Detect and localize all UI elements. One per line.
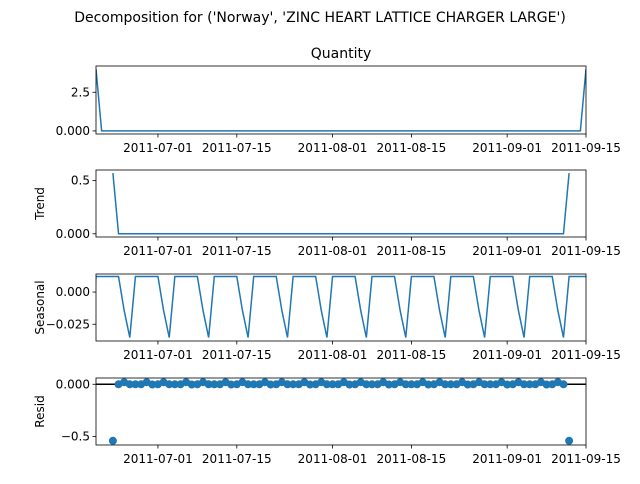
resid-point bbox=[210, 380, 219, 389]
resid-point bbox=[227, 380, 236, 389]
seasonal-series-line bbox=[96, 275, 586, 338]
y-tick-label: −0.5 bbox=[61, 430, 90, 444]
y-tick-label: 0.000 bbox=[56, 285, 90, 299]
x-tick-label: 2011-07-15 bbox=[202, 348, 272, 362]
plot-area-resid bbox=[96, 378, 586, 445]
y-axis-label: Seasonal bbox=[33, 280, 47, 334]
x-tick-label: 2011-09-15 bbox=[551, 452, 621, 466]
x-tick-label: 2011-08-15 bbox=[377, 244, 447, 258]
resid-point bbox=[424, 380, 433, 389]
resid-point bbox=[283, 380, 292, 389]
x-tick-label: 2011-09-15 bbox=[551, 244, 621, 258]
y-tick-label: 0.5 bbox=[71, 174, 90, 188]
resid-point bbox=[148, 380, 157, 389]
x-tick-label: 2011-09-15 bbox=[551, 141, 621, 155]
x-tick-label: 2011-08-15 bbox=[377, 141, 447, 155]
resid-point bbox=[322, 380, 331, 389]
resid-point bbox=[266, 380, 275, 389]
x-tick-label: 2011-07-01 bbox=[123, 141, 193, 155]
resid-point bbox=[187, 380, 196, 389]
resid-point bbox=[345, 380, 354, 389]
plot-area-observed bbox=[96, 69, 586, 132]
y-tick-label: 0.000 bbox=[56, 377, 90, 391]
resid-point bbox=[463, 380, 472, 389]
axes-frame-seasonal bbox=[95, 273, 587, 342]
resid-point bbox=[407, 380, 416, 389]
x-tick-label: 2011-07-15 bbox=[202, 244, 272, 258]
resid-point bbox=[289, 380, 298, 389]
resid-point bbox=[108, 436, 117, 445]
plot-area-seasonal bbox=[96, 275, 586, 338]
observed-series-line bbox=[96, 69, 586, 132]
resid-point bbox=[565, 436, 574, 445]
resid-point bbox=[367, 380, 376, 389]
resid-point bbox=[486, 380, 495, 389]
x-tick-label: 2011-07-15 bbox=[202, 141, 272, 155]
resid-point bbox=[125, 380, 134, 389]
resid-point bbox=[249, 380, 258, 389]
plot-area-trend bbox=[112, 173, 570, 235]
x-tick-label: 2011-07-01 bbox=[123, 244, 193, 258]
x-tick-label: 2011-09-01 bbox=[472, 141, 542, 155]
x-tick-label: 2011-07-01 bbox=[123, 348, 193, 362]
axes-frame-resid bbox=[95, 377, 587, 446]
y-tick-label: 0.000 bbox=[56, 124, 90, 138]
resid-point bbox=[542, 380, 551, 389]
panel-trend: 0.000 0.5 2011-07-01 2011-07-15 2011-08-01 20… bbox=[33, 169, 621, 258]
resid-point bbox=[520, 380, 529, 389]
x-tick-label: 2011-09-01 bbox=[472, 452, 542, 466]
x-tick-label: 2011-08-01 bbox=[298, 348, 368, 362]
resid-point bbox=[401, 380, 410, 389]
y-tick-label: 2.5 bbox=[71, 85, 90, 99]
axes-frame-observed bbox=[95, 65, 587, 135]
resid-point bbox=[204, 380, 213, 389]
x-tick-label: 2011-07-15 bbox=[202, 452, 272, 466]
trend-series-line bbox=[112, 173, 570, 235]
resid-point bbox=[170, 380, 179, 389]
panel-observed: 0.000 2.5 2011-07-01 2011-07-15 2011-08-01 20… bbox=[56, 46, 621, 155]
x-tick-label: 2011-09-15 bbox=[551, 348, 621, 362]
y-tick-label: 0.000 bbox=[56, 227, 90, 241]
resid-point bbox=[559, 380, 568, 389]
x-tick-label: 2011-08-01 bbox=[298, 141, 368, 155]
resid-point bbox=[306, 380, 315, 389]
y-axis-label: Trend bbox=[33, 187, 47, 221]
resid-point bbox=[328, 380, 337, 389]
resid-point bbox=[525, 380, 534, 389]
resid-point bbox=[503, 380, 512, 389]
resid-point bbox=[131, 380, 140, 389]
x-tick-label: 2011-07-01 bbox=[123, 452, 193, 466]
panel-resid: 0.000 −0.5 2011-07-01 2011-07-15 2011-08-01 2… bbox=[33, 377, 621, 466]
x-tick-label: 2011-09-01 bbox=[472, 244, 542, 258]
resid-point bbox=[446, 380, 455, 389]
panel-seasonal: 0.000 −0.025 2011-07-01 2011-07-15 2011-08-0… bbox=[33, 273, 621, 362]
panel-title: Quantity bbox=[311, 46, 372, 62]
y-tick-label: −0.025 bbox=[46, 317, 90, 331]
axes-frame-trend bbox=[95, 169, 587, 238]
resid-point bbox=[362, 380, 371, 389]
resid-point bbox=[441, 380, 450, 389]
resid-point bbox=[384, 380, 393, 389]
resid-point bbox=[244, 380, 253, 389]
x-tick-label: 2011-08-01 bbox=[298, 452, 368, 466]
x-tick-label: 2011-09-01 bbox=[472, 348, 542, 362]
chart-suptitle: Decomposition for ('Norway', 'ZINC HEART… bbox=[74, 10, 566, 26]
x-tick-label: 2011-08-15 bbox=[377, 348, 447, 362]
x-tick-label: 2011-08-01 bbox=[298, 244, 368, 258]
x-tick-label: 2011-08-15 bbox=[377, 452, 447, 466]
resid-point bbox=[480, 380, 489, 389]
y-axis-label: Resid bbox=[33, 395, 47, 427]
resid-point bbox=[165, 380, 174, 389]
